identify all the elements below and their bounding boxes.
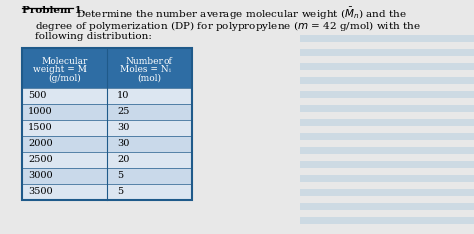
Text: Number: Number xyxy=(126,56,164,66)
Text: 2000: 2000 xyxy=(28,139,53,149)
Text: 5: 5 xyxy=(117,187,123,197)
Text: 5: 5 xyxy=(117,172,123,180)
Text: of: of xyxy=(163,56,172,66)
Text: degree of polymerization (DP) for polypropylene ($m$ = 42 g/mol) with the: degree of polymerization (DP) for polypr… xyxy=(22,19,421,33)
Text: 30: 30 xyxy=(117,124,129,132)
Text: i: i xyxy=(83,68,85,73)
Bar xyxy=(107,168,192,184)
Text: 500: 500 xyxy=(28,91,46,100)
Bar xyxy=(300,203,474,210)
Bar xyxy=(300,133,474,140)
Bar xyxy=(300,91,474,98)
Bar xyxy=(300,161,474,168)
Bar xyxy=(107,120,192,136)
Text: Determine the number average molecular weight ($\bar{M}_n$) and the: Determine the number average molecular w… xyxy=(73,6,407,22)
Text: 3500: 3500 xyxy=(28,187,53,197)
Bar xyxy=(107,136,192,152)
Bar xyxy=(22,168,107,184)
Text: 25: 25 xyxy=(117,107,129,117)
Bar xyxy=(22,48,192,88)
Text: Problem 1.: Problem 1. xyxy=(22,6,85,15)
Text: 1000: 1000 xyxy=(28,107,53,117)
Bar xyxy=(300,217,474,224)
Text: Molecular: Molecular xyxy=(41,56,88,66)
Text: 30: 30 xyxy=(117,139,129,149)
Text: Moles = N: Moles = N xyxy=(120,65,169,73)
Bar xyxy=(300,189,474,196)
Text: 10: 10 xyxy=(117,91,129,100)
Bar xyxy=(107,152,192,168)
Bar xyxy=(300,35,474,42)
Text: 20: 20 xyxy=(117,156,129,165)
Bar xyxy=(22,120,107,136)
Text: (mol): (mol) xyxy=(137,73,162,83)
Bar xyxy=(22,136,107,152)
Bar xyxy=(22,88,107,104)
Bar xyxy=(22,184,107,200)
Text: 3000: 3000 xyxy=(28,172,53,180)
Text: (g/mol): (g/mol) xyxy=(48,73,81,83)
Bar xyxy=(300,105,474,112)
Bar xyxy=(22,152,107,168)
Text: weight = M: weight = M xyxy=(33,65,86,73)
Bar xyxy=(22,48,192,200)
Bar xyxy=(300,63,474,70)
Bar xyxy=(300,119,474,126)
Text: 2500: 2500 xyxy=(28,156,53,165)
Bar xyxy=(300,175,474,182)
Bar xyxy=(300,77,474,84)
Text: 1500: 1500 xyxy=(28,124,53,132)
Bar xyxy=(107,104,192,120)
Bar xyxy=(300,147,474,154)
Bar xyxy=(22,104,107,120)
Text: following distribution:: following distribution: xyxy=(22,32,152,41)
Bar xyxy=(300,49,474,56)
Text: i: i xyxy=(169,68,171,73)
Bar xyxy=(107,184,192,200)
Bar xyxy=(107,88,192,104)
